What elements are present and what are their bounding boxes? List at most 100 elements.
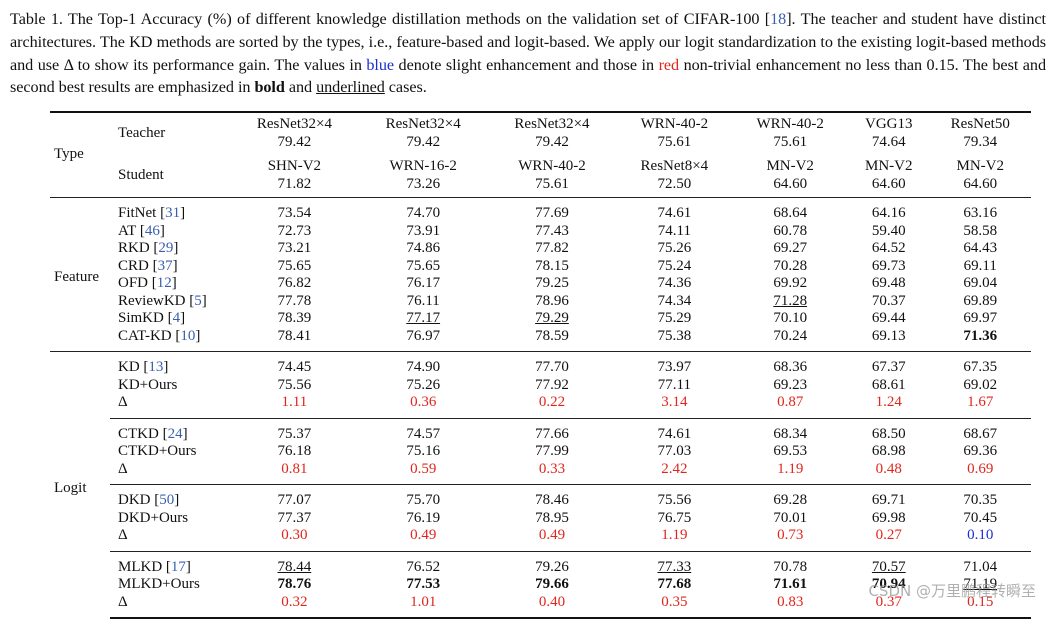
value-cell: 73.97 [616, 351, 733, 377]
value-dkd-2: 78.46 [535, 492, 569, 508]
value-cell: 76.82 [230, 275, 359, 293]
student-col-1: WRN-16-2 73.26 [389, 158, 457, 192]
citation-kd[interactable]: 13 [148, 359, 164, 375]
value-cell: 71.36 [929, 328, 1031, 352]
value-ctkd-delta-1: 0.59 [410, 460, 437, 477]
value-reviewkd-1: 76.11 [406, 292, 440, 309]
citation-simkd[interactable]: 4 [172, 310, 181, 326]
value-cell: 75.16 [359, 443, 488, 461]
student-col-6: MN-V2 64.60 [956, 158, 1004, 192]
caption-bold-word: bold [254, 78, 285, 97]
value-cell: 79.29 [488, 310, 617, 328]
value-cell: 70.57 [848, 550, 930, 576]
value-dkd-delta-5: 0.27 [875, 527, 902, 543]
value-cell: 75.26 [616, 240, 732, 258]
value-cell: 69.71 [848, 484, 930, 510]
value-crd-2: 78.15 [535, 257, 569, 274]
citation-cat-kd[interactable]: 10 [180, 327, 196, 344]
value-cell: 77.92 [488, 377, 617, 395]
method-name-ctkd-ours: CTKD+Ours [110, 443, 230, 461]
method-name-kd-ours: KD+Ours [110, 377, 230, 395]
value-cell: 77.07 [230, 484, 359, 510]
value-cat-kd-1: 76.97 [406, 327, 441, 344]
teacher-col-6: ResNet50 79.34 [929, 111, 1031, 155]
value-cell: 1.01 [358, 593, 488, 619]
method-label-ctkd-delta: Δ [118, 460, 128, 477]
value-reviewkd-5: 70.37 [871, 292, 906, 309]
value-ctkd-ours-2: 77.99 [535, 443, 569, 459]
citation-ctkd[interactable]: 24 [167, 425, 183, 442]
value-cell: 0.36 [359, 394, 488, 418]
value-kd-5: 67.37 [871, 359, 906, 375]
value-kd-ours-2: 77.92 [535, 376, 569, 393]
value-cell: 79.25 [488, 275, 617, 293]
value-mlkd-ours-4: 71.61 [773, 576, 808, 592]
value-cell: 0.33 [488, 461, 617, 485]
citation-fitnet[interactable]: 31 [165, 205, 181, 221]
citation-rkd[interactable]: 29 [158, 240, 174, 256]
value-cell: 1.11 [230, 394, 359, 418]
value-cat-kd-5: 69.13 [871, 327, 906, 344]
value-cell: 0.49 [488, 527, 617, 551]
value-cell: 78.44 [230, 550, 359, 576]
value-kd-4: 68.36 [773, 359, 808, 375]
value-kd-6: 67.35 [963, 359, 998, 375]
method-label-simkd: SimKD [118, 310, 164, 326]
citation-at[interactable]: 46 [144, 222, 160, 239]
value-ctkd-ours-1: 75.16 [406, 443, 441, 459]
value-cell: 73.91 [359, 223, 488, 241]
value-cell: 59.40 [848, 223, 929, 241]
value-mlkd-delta-0: 0.32 [281, 593, 308, 610]
value-cell: 70.24 [732, 328, 848, 352]
student-col-4: MN-V2 64.60 [766, 158, 814, 192]
citation-crd[interactable]: 37 [157, 257, 173, 274]
method-name-dkd-ours: DKD+Ours [110, 510, 230, 528]
value-cell: 76.18 [230, 443, 359, 461]
value-simkd-6: 69.97 [963, 310, 998, 326]
citation-reviewkd[interactable]: 5 [194, 292, 202, 309]
value-cell: 69.48 [848, 275, 929, 293]
value-dkd-5: 69.71 [871, 492, 906, 508]
value-cell: 0.27 [848, 527, 929, 551]
value-at-2: 77.43 [535, 222, 569, 239]
value-cell: 74.57 [358, 417, 488, 443]
value-cell: 77.11 [616, 377, 732, 395]
value-dkd-delta-1: 0.49 [410, 527, 437, 543]
teacher-header: Teacher [110, 111, 230, 155]
value-crd-5: 69.73 [871, 257, 906, 274]
value-cell: 78.39 [230, 310, 359, 328]
value-cell: 68.50 [848, 417, 930, 443]
student-col-2: WRN-40-2 75.61 [518, 158, 586, 192]
value-cell: 73.54 [230, 197, 359, 223]
value-mlkd-delta-1: 1.01 [410, 593, 437, 610]
value-cell: 3.14 [616, 394, 732, 418]
value-mlkd-ours-2: 79.66 [535, 576, 569, 592]
value-ctkd-delta-0: 0.81 [281, 460, 308, 477]
value-cell: 0.81 [230, 461, 359, 485]
citation-ofd[interactable]: 12 [156, 275, 172, 291]
citation-mlkd[interactable]: 17 [170, 558, 186, 575]
value-cell: 75.65 [359, 258, 488, 276]
table-row: Δ 1.11 0.36 0.22 3.14 0.87 1.24 1.67 [50, 394, 1031, 418]
value-cell: 0.49 [359, 527, 488, 551]
value-cell: 77.68 [616, 576, 732, 594]
value-cell: 69.53 [732, 443, 848, 461]
value-simkd-1: 77.17 [406, 310, 441, 326]
teacher-col-5: VGG13 74.64 [848, 111, 930, 155]
citation-dkd[interactable]: 50 [159, 492, 175, 508]
value-cell: 77.53 [359, 576, 488, 594]
citation-link[interactable]: 18 [770, 10, 787, 28]
value-ofd-2: 79.25 [535, 275, 569, 291]
caption-underlined-word: underlined [316, 78, 385, 97]
value-mlkd-ours-0: 78.76 [277, 576, 312, 592]
value-cell: 70.94 [848, 576, 929, 594]
value-dkd-ours-3: 76.75 [657, 509, 692, 526]
value-cell: 75.56 [230, 377, 359, 395]
method-label-dkd-ours: DKD+Ours [118, 509, 189, 526]
method-name-kd-delta: Δ [110, 394, 230, 418]
value-fitnet-4: 68.64 [773, 205, 808, 221]
value-cell: 68.61 [848, 377, 929, 395]
value-at-6: 58.58 [963, 222, 998, 239]
value-cell: 63.16 [929, 197, 1031, 223]
value-ofd-4: 69.92 [773, 275, 808, 291]
